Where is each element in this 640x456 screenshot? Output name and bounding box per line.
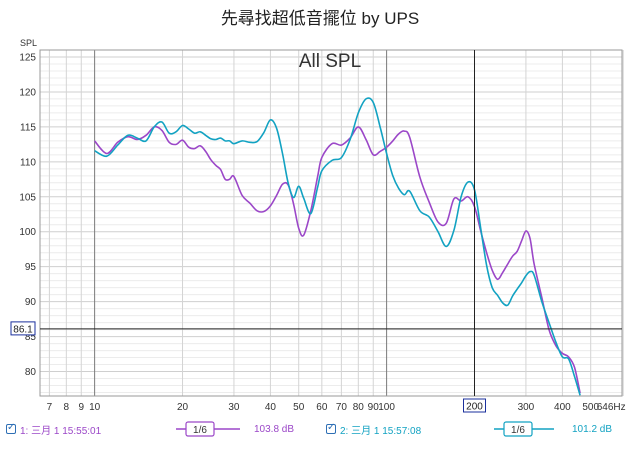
spl-chart: 先尋找超低音擺位 by UPS SPL All SPL 80 85 90 95 100 1… (10, 9, 626, 413)
y-tick-label: 110 (20, 157, 36, 168)
x-tick-label: 30 (228, 402, 240, 413)
x-tick-label: 7 (47, 402, 53, 413)
cursor-y-label: 86.1 (13, 324, 33, 335)
legend-series-1[interactable]: 1: 三月 1 15:55:01 (6, 420, 101, 438)
legend-series-2[interactable]: 2: 三月 1 15:57:08 (326, 420, 421, 438)
cursor[interactable]: 86.1 200 (10, 50, 622, 413)
x-tick-label: 500 (582, 402, 599, 413)
legend-series-1-swatch: 1/6 (176, 421, 240, 437)
legend-series-2-swatch: 1/6 (494, 421, 554, 437)
x-tick-label: 300 (518, 402, 535, 413)
y-tick-label: 90 (25, 297, 37, 308)
y-tick-label: 95 (25, 262, 37, 273)
y-axis-label: SPL (20, 38, 37, 48)
legend-series-1-level: 103.8 dB (254, 423, 295, 435)
legend-series-1-smoothing: 1/6 (193, 425, 207, 436)
cursor-x-label: 200 (466, 402, 483, 413)
series-lines (93, 97, 581, 396)
y-tick-label: 100 (19, 227, 36, 238)
x-tick-label: 40 (265, 402, 277, 413)
plot-frame (39, 49, 623, 397)
chart-title: 先尋找超低音擺位 by UPS (221, 9, 419, 28)
cursor-y-label-box (10, 321, 36, 336)
y-tick-label: 125 (19, 52, 36, 63)
legend-series-2-label: 2: 三月 1 15:57:08 (340, 425, 422, 437)
legend-series-2-smoothing: 1/6 (511, 425, 525, 436)
y-tick-label: 80 (25, 367, 37, 378)
chart-subtitle: All SPL (299, 51, 361, 72)
x-tick-label: 80 (353, 402, 365, 413)
x-tick-label: 20 (177, 402, 189, 413)
x-tick-label: 50 (293, 402, 305, 413)
checkbox-icon[interactable] (6, 422, 16, 434)
x-tick-label: 70 (336, 402, 348, 413)
x-tick-label: 8 (64, 402, 70, 413)
series-line-2 (94, 97, 581, 396)
series-line-1 (93, 125, 581, 394)
x-tick-label: 90 (368, 402, 380, 413)
checkbox-icon[interactable] (326, 422, 336, 434)
y-tick-label: 115 (20, 122, 36, 133)
y-tick-label: 105 (19, 192, 36, 203)
x-tick-label: 60 (316, 402, 328, 413)
x-tick-label: 9 (78, 402, 84, 413)
x-tick-label: 10 (89, 402, 101, 413)
y-tick-label: 85 (25, 332, 37, 343)
y-tick-label: 120 (19, 87, 36, 98)
x-tick-label: 100 (378, 402, 395, 413)
cursor-x-label-box (463, 398, 487, 413)
x-tick-label: 646Hz (597, 402, 626, 413)
grid (40, 49, 624, 396)
legend-series-1-label: 1: 三月 1 15:55:01 (20, 425, 102, 437)
x-tick-label: 400 (554, 402, 571, 413)
y-tick-labels: 80 85 90 95 100 105 110 115 120 125 (19, 52, 36, 378)
legend-series-2-level: 101.2 dB (572, 423, 613, 435)
